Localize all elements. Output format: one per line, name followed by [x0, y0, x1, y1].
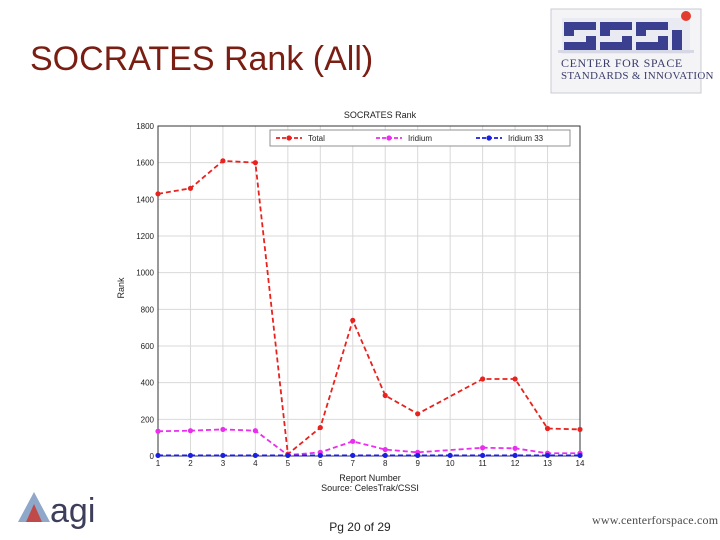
data-point — [220, 158, 226, 164]
cssi-logo-line1: CENTER FOR SPACE — [561, 56, 683, 70]
legend-label: Iridium — [408, 134, 432, 143]
x-tick-label: 7 — [351, 459, 356, 468]
y-tick-label: 0 — [150, 452, 155, 461]
data-point — [187, 185, 194, 191]
data-point — [220, 426, 226, 433]
data-point — [577, 426, 583, 433]
y-tick-label: 200 — [141, 415, 155, 424]
data-point — [155, 191, 161, 197]
data-point — [480, 452, 486, 459]
y-axis-label: Rank — [116, 277, 126, 299]
data-point — [252, 452, 258, 459]
series-line — [157, 428, 580, 457]
x-tick-label: 13 — [543, 459, 552, 468]
data-point — [187, 428, 194, 434]
series-iridium — [155, 426, 583, 458]
data-point — [415, 411, 421, 417]
agi-logo-text: agi — [50, 492, 95, 530]
cssi-logo-mark — [558, 11, 694, 54]
data-point — [187, 452, 194, 459]
legend-marker — [286, 135, 292, 141]
data-point — [544, 425, 551, 432]
data-point — [382, 392, 388, 399]
legend-marker — [486, 135, 492, 141]
x-tick-label: 1 — [156, 459, 161, 468]
x-tick-label: 3 — [221, 459, 226, 468]
chart-legend: Total Iridium Iridium 33 — [269, 129, 571, 147]
data-point — [382, 452, 388, 459]
data-point — [252, 160, 258, 166]
legend-box — [269, 129, 571, 147]
url-logo: www.centerforspace.com — [592, 513, 719, 527]
x-axis-ticks: 1 2 3 4 5 6 7 8 9 10 11 12 13 14 — [156, 459, 585, 468]
y-tick-label: 1600 — [136, 159, 154, 168]
slide-title: SOCRATES Rank (All) — [30, 40, 374, 78]
x-tick-label: 12 — [511, 459, 520, 468]
legend-marker — [386, 135, 392, 141]
data-point — [350, 452, 356, 459]
x-tick-label: 5 — [286, 459, 291, 468]
grid-layer — [157, 125, 581, 457]
data-point — [350, 438, 356, 444]
data-point — [155, 428, 161, 434]
y-tick-label: 1800 — [136, 122, 154, 131]
series-line — [157, 159, 581, 456]
y-tick-label: 1400 — [136, 195, 154, 204]
x-tick-label: 14 — [576, 459, 585, 468]
y-tick-label: 800 — [141, 305, 155, 314]
agi-logo: agi — [18, 492, 95, 530]
data-point — [220, 452, 226, 459]
x-tick-label: 4 — [253, 459, 258, 468]
data-point — [480, 376, 486, 382]
data-point — [480, 445, 486, 451]
agi-logo-inner-triangle — [26, 504, 42, 522]
x-tick-label: 10 — [446, 459, 455, 468]
data-point — [544, 452, 551, 459]
plot-frame — [157, 125, 581, 457]
data-point — [512, 445, 518, 451]
data-point — [382, 446, 388, 453]
cssi-logo — [550, 8, 702, 94]
series-layer — [155, 158, 583, 459]
x-tick-label: 11 — [478, 459, 487, 468]
x-axis-label: Report Number — [339, 473, 401, 483]
data-point — [415, 452, 421, 459]
legend-label: Total — [308, 134, 325, 143]
y-tick-label: 600 — [141, 342, 155, 351]
y-tick-label: 400 — [141, 379, 155, 388]
data-point — [317, 424, 323, 431]
data-point — [285, 452, 291, 459]
page-number: Pg 20 of 29 — [329, 520, 391, 534]
x-tick-label: 2 — [188, 459, 193, 468]
series-total — [155, 158, 583, 457]
x-tick-label: 9 — [415, 459, 420, 468]
source-note: Source: CelesTrak/CSSI — [321, 483, 419, 493]
cssi-logo-line2: STANDARDS & INNOVATION — [561, 70, 714, 82]
data-point — [155, 452, 161, 459]
data-point — [447, 452, 453, 459]
chart-title: SOCRATES Rank — [344, 110, 417, 120]
data-point — [252, 428, 258, 434]
data-point — [512, 452, 518, 459]
y-tick-label: 1000 — [136, 269, 154, 278]
data-point — [512, 376, 518, 382]
data-point — [317, 452, 323, 459]
y-axis-ticks: 0 200 400 600 800 1000 1200 1400 1600 1800 — [136, 122, 154, 461]
data-point — [350, 317, 356, 323]
series-iridium-33 — [155, 452, 583, 459]
y-tick-label: 1200 — [136, 232, 154, 241]
x-tick-label: 6 — [318, 459, 323, 468]
data-point — [577, 452, 583, 459]
socrates-rank-chart: SOCRATES Rank 0 200 400 600 800 1000 1200 1400 1… — [116, 110, 585, 493]
x-tick-label: 8 — [383, 459, 388, 468]
legend-label: Iridium 33 — [508, 134, 544, 143]
